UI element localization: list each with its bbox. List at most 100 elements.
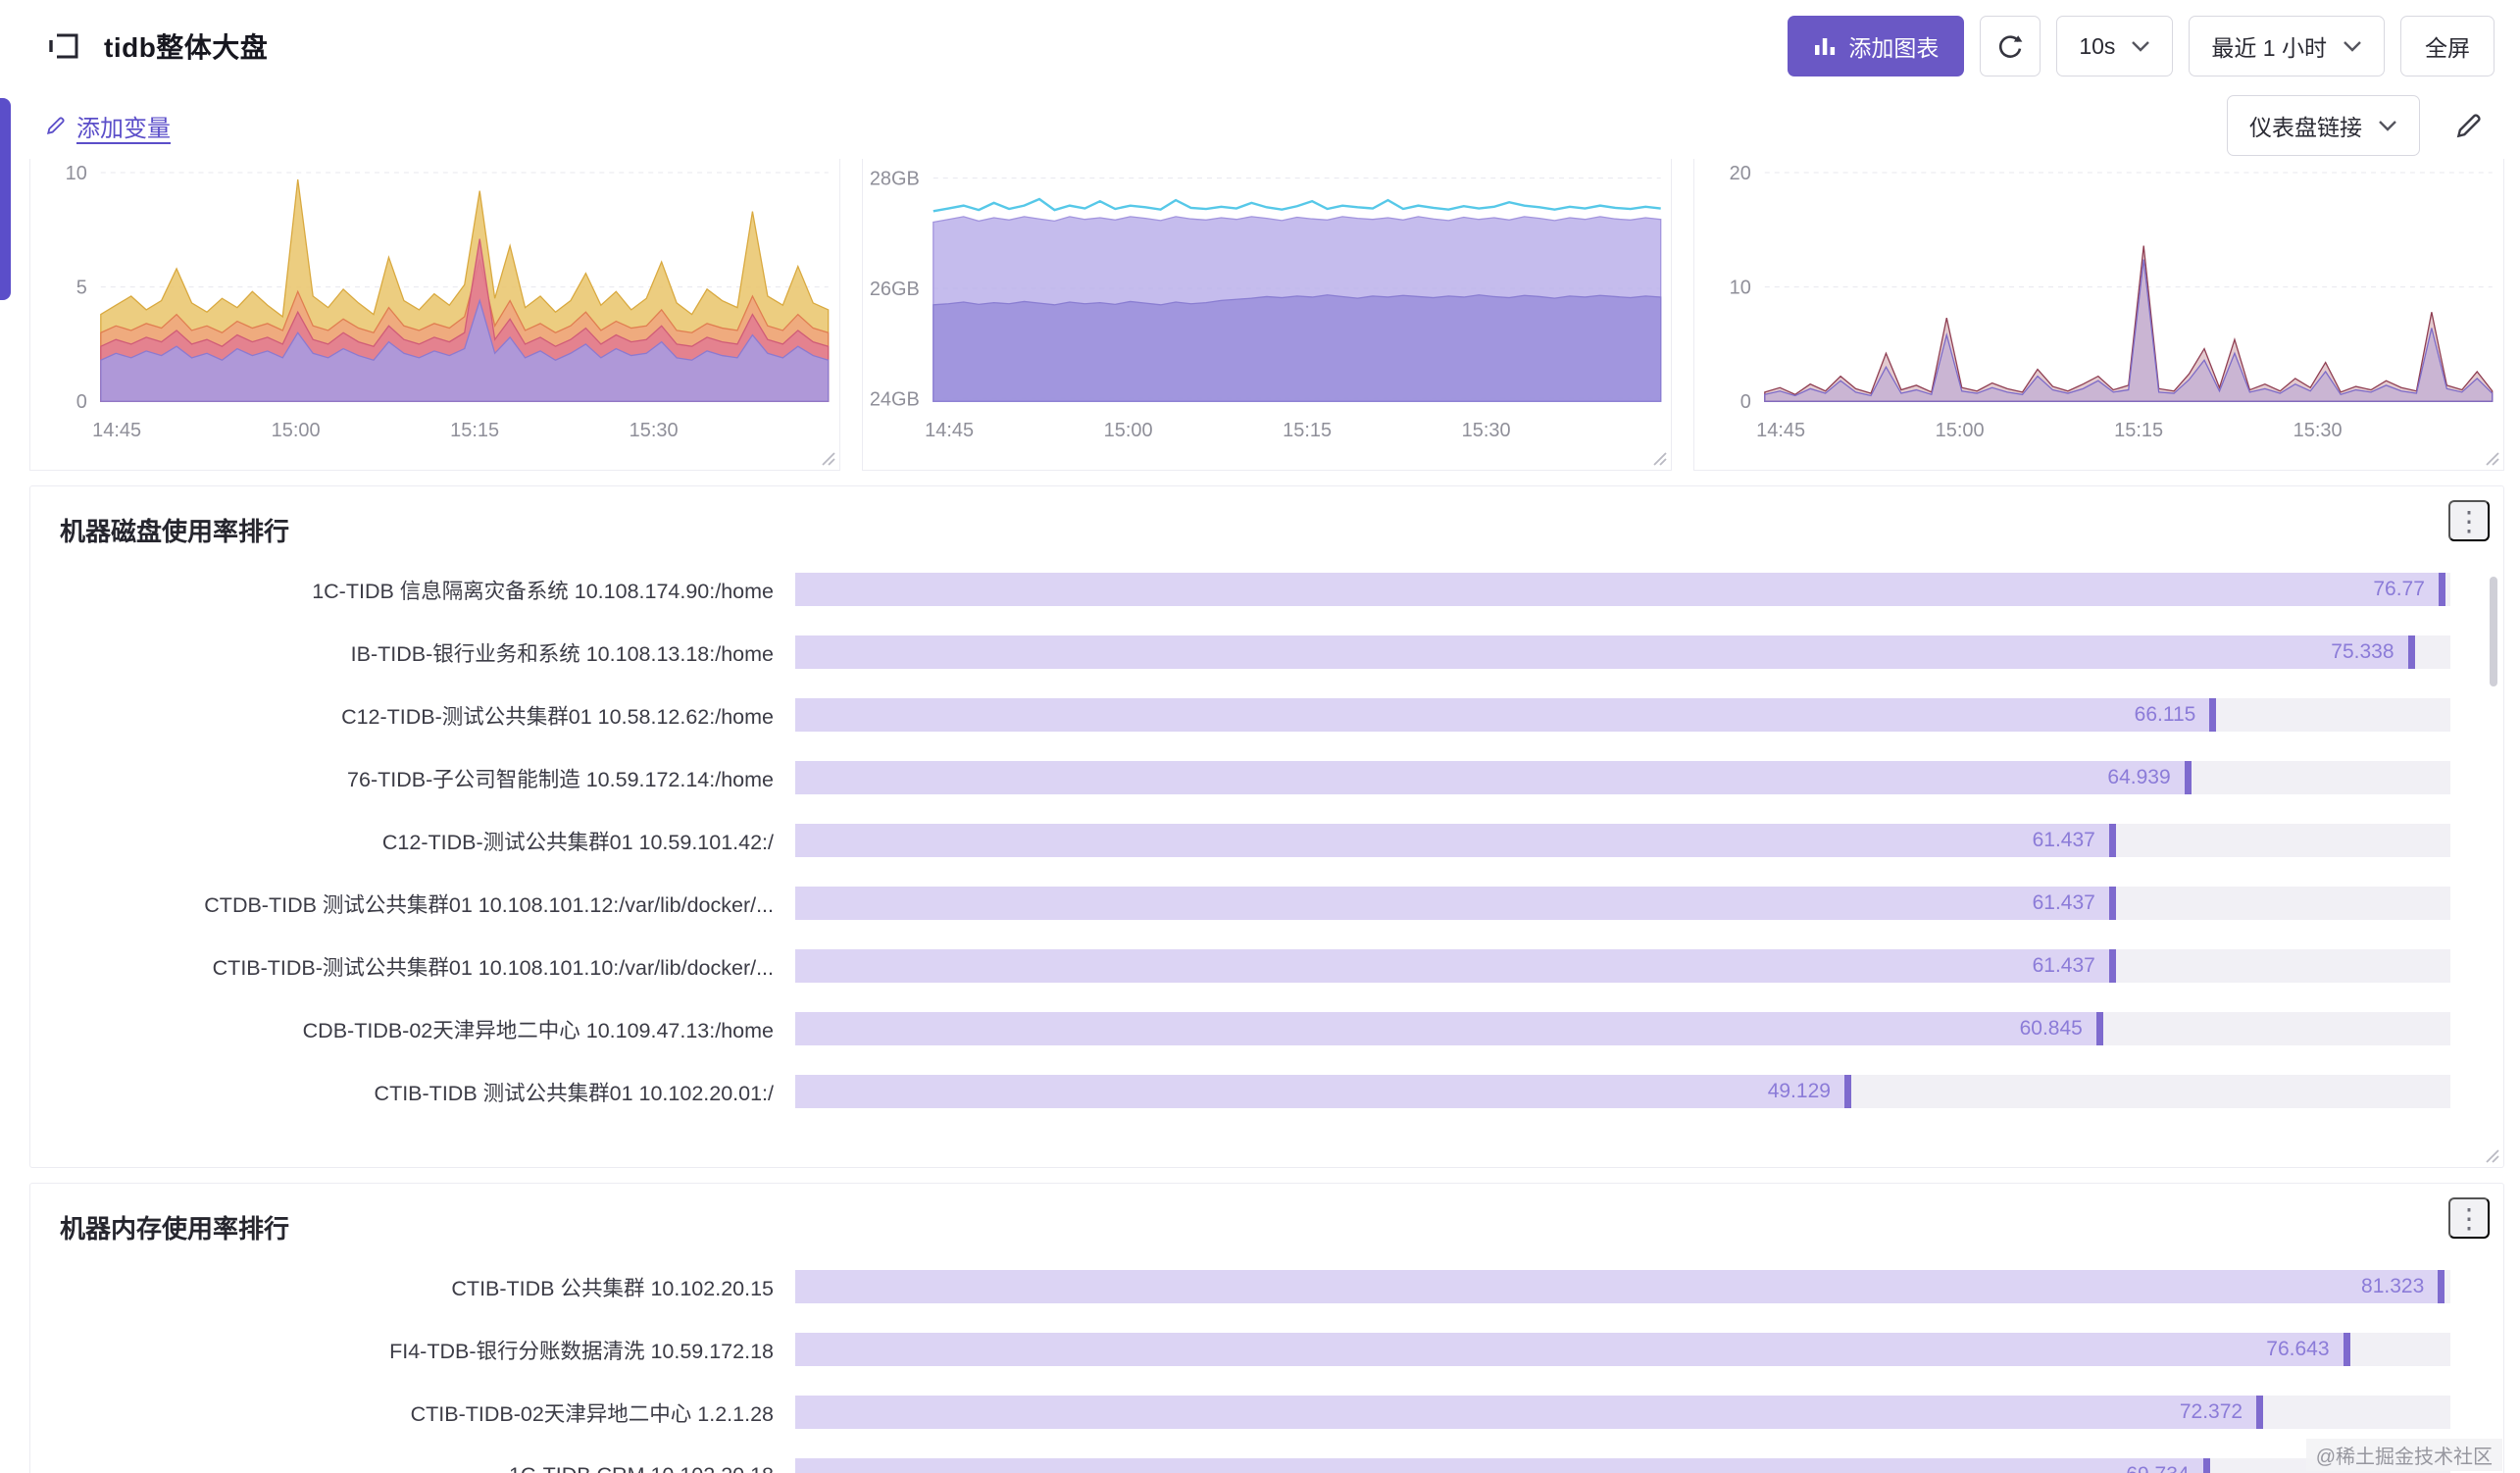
refresh-button[interactable]	[1980, 16, 2041, 76]
resize-handle-icon[interactable]	[2483, 1146, 2500, 1164]
rank-row: IB-TIDB-银行业务和系统 10.108.13.18:/home 75.33…	[60, 621, 2450, 684]
add-variable-link[interactable]: 添加变量	[45, 109, 171, 143]
dashboard-links-select[interactable]: 仪表盘链接	[2227, 95, 2420, 156]
memory-usage-panel: 机器内存使用率排行 ⋮ CTIB-TIDB 公共集群 10.102.20.15 …	[29, 1183, 2504, 1473]
rank-row: CTIB-TIDB-02天津异地二中心 1.2.1.28 72.372	[60, 1381, 2450, 1444]
bar-fill: 66.115	[795, 698, 2217, 732]
svg-text:15:30: 15:30	[1461, 420, 1510, 441]
memory-usage-rows: CTIB-TIDB 公共集群 10.102.20.15 81.323 FI4-T…	[30, 1249, 2503, 1473]
bar-value: 72.372	[2179, 1400, 2243, 1423]
row-label: C12-TIDB-测试公共集群01 10.59.101.42:/	[381, 830, 774, 854]
charts-row: 10 5 0 14:45 15:00 15:15 15:30 28GB 26GB 24GB 14:…	[0, 159, 2520, 471]
watermark: @稀土掘金技术社区	[2305, 1439, 2502, 1471]
svg-text:14:45: 14:45	[92, 420, 141, 441]
svg-text:14:45: 14:45	[1757, 420, 1806, 441]
resize-handle-icon[interactable]	[2483, 449, 2500, 467]
bar-value: 76.643	[2266, 1338, 2330, 1360]
svg-text:0: 0	[76, 391, 87, 413]
row-label: 76-TIDB-子公司智能制造 10.59.172.14:/home	[347, 767, 774, 791]
bar-track: 66.115	[795, 698, 2450, 732]
bar-fill: 49.129	[795, 1075, 1851, 1108]
bar-track: 61.437	[795, 949, 2450, 983]
pencil-icon	[45, 115, 67, 136]
rank-row: CTDB-TIDB 测试公共集群01 10.108.101.12:/var/li…	[60, 872, 2450, 935]
scrollbar-thumb[interactable]	[2490, 577, 2497, 686]
svg-text:14:45: 14:45	[925, 420, 974, 441]
add-chart-button[interactable]: 添加图表	[1788, 16, 1965, 76]
time-range-select[interactable]: 最近 1 小时	[2189, 16, 2385, 76]
time-series-chart-3: 20 10 0 14:45 15:00 15:15 15:30	[1730, 163, 2494, 441]
bar-track: 75.338	[795, 635, 2450, 669]
dashboard-panel-icon[interactable]	[47, 31, 80, 61]
refresh-icon	[1996, 32, 2024, 60]
kebab-menu-icon[interactable]: ⋮	[2448, 500, 2490, 541]
bar-fill: 61.437	[795, 887, 2116, 920]
svg-text:24GB: 24GB	[870, 388, 920, 410]
rank-row: FI4-TDB-银行分账数据清洗 10.59.172.18 76.643	[60, 1318, 2450, 1381]
resize-handle-icon[interactable]	[819, 449, 836, 467]
bar-track: 64.939	[795, 761, 2450, 794]
rank-row: CTIB-TIDB-测试公共集群01 10.108.101.10:/var/li…	[60, 935, 2450, 997]
chevron-down-icon	[2378, 120, 2397, 131]
svg-text:26GB: 26GB	[870, 279, 920, 300]
chart-panel-memory-gb: 28GB 26GB 24GB 14:45 15:00 15:15 15:30	[861, 159, 1673, 471]
svg-text:0: 0	[1740, 391, 1751, 413]
bar-track: 49.129	[795, 1075, 2450, 1108]
rank-row: 1C-TIDB CRM 10.102.20.18 69.734	[60, 1444, 2450, 1473]
svg-text:15:00: 15:00	[1103, 420, 1152, 441]
left-accent-bar	[0, 98, 11, 300]
bar-track: 76.77	[795, 573, 2450, 606]
time-series-chart-1: 10 5 014:45 15:00 15:15 15:30	[66, 163, 830, 441]
refresh-interval-select[interactable]: 10s	[2056, 16, 2174, 76]
bar-track: 61.437	[795, 887, 2450, 920]
pencil-icon	[2454, 111, 2484, 140]
row-label: CTIB-TIDB-02天津异地二中心 1.2.1.28	[410, 1401, 774, 1426]
bar-track: 60.845	[795, 1012, 2450, 1045]
bar-value: 69.734	[2126, 1463, 2189, 1473]
bar-chart-icon	[1813, 34, 1837, 58]
chart-panel-spikes: 20 10 0 14:45 15:00 15:15 15:30	[1693, 159, 2505, 471]
bar-value: 49.129	[1767, 1080, 1831, 1102]
row-label: CTIB-TIDB 测试公共集群01 10.102.20.01:/	[374, 1081, 774, 1105]
rank-row: 1C-TIDB 信息隔离灾备系统 10.108.174.90:/home 76.…	[60, 558, 2450, 621]
svg-text:15:30: 15:30	[630, 420, 679, 441]
bar-value: 61.437	[2032, 954, 2095, 977]
row-label: CTDB-TIDB 测试公共集群01 10.108.101.12:/var/li…	[204, 892, 774, 917]
bar-value: 60.845	[2019, 1017, 2083, 1040]
bar-track: 81.323	[795, 1270, 2450, 1303]
bar-fill: 81.323	[795, 1270, 2445, 1303]
svg-text:15:15: 15:15	[2115, 420, 2164, 441]
row-label: CTIB-TIDB-测试公共集群01 10.108.101.10:/var/li…	[212, 955, 774, 980]
page-title: tidb整体大盘	[104, 32, 269, 63]
bar-fill: 72.372	[795, 1396, 2264, 1429]
rank-row: 76-TIDB-子公司智能制造 10.59.172.14:/home 64.93…	[60, 746, 2450, 809]
bar-fill: 76.643	[795, 1333, 2350, 1366]
bar-track: 61.437	[795, 824, 2450, 857]
bar-value: 61.437	[2032, 829, 2095, 851]
fullscreen-button[interactable]: 全屏	[2400, 16, 2495, 76]
bar-value: 61.437	[2032, 891, 2095, 914]
bar-value: 66.115	[2134, 703, 2196, 726]
bar-value: 81.323	[2361, 1275, 2425, 1297]
disk-usage-panel: 机器磁盘使用率排行 ⋮ 1C-TIDB 信息隔离灾备系统 10.108.174.…	[29, 485, 2504, 1168]
svg-text:20: 20	[1730, 163, 1751, 184]
row-label: CTIB-TIDB 公共集群 10.102.20.15	[451, 1276, 774, 1300]
bar-track: 69.734	[795, 1458, 2450, 1473]
resize-handle-icon[interactable]	[1650, 449, 1668, 467]
top-bar: tidb整体大盘 添加图表 10s 最近 1 小时	[0, 0, 2520, 92]
row-label: 1C-TIDB CRM 10.102.20.18	[60, 1463, 776, 1473]
edit-dashboard-button[interactable]	[2444, 95, 2495, 156]
bar-value: 75.338	[2331, 640, 2394, 663]
rank-row: CTIB-TIDB 测试公共集群01 10.102.20.01:/ 49.129	[60, 1060, 2450, 1123]
rank-row: CDB-TIDB-02天津异地二中心 10.109.47.13:/home 60…	[60, 997, 2450, 1060]
bar-fill: 61.437	[795, 949, 2116, 983]
bar-track: 76.643	[795, 1333, 2450, 1366]
bar-fill: 61.437	[795, 824, 2116, 857]
svg-text:15:00: 15:00	[1936, 420, 1985, 441]
chevron-down-icon	[2131, 40, 2150, 52]
kebab-menu-icon[interactable]: ⋮	[2448, 1197, 2490, 1239]
bar-fill: 64.939	[795, 761, 2192, 794]
rank-row: C12-TIDB-测试公共集群01 10.58.12.62:/home 66.1…	[60, 684, 2450, 746]
